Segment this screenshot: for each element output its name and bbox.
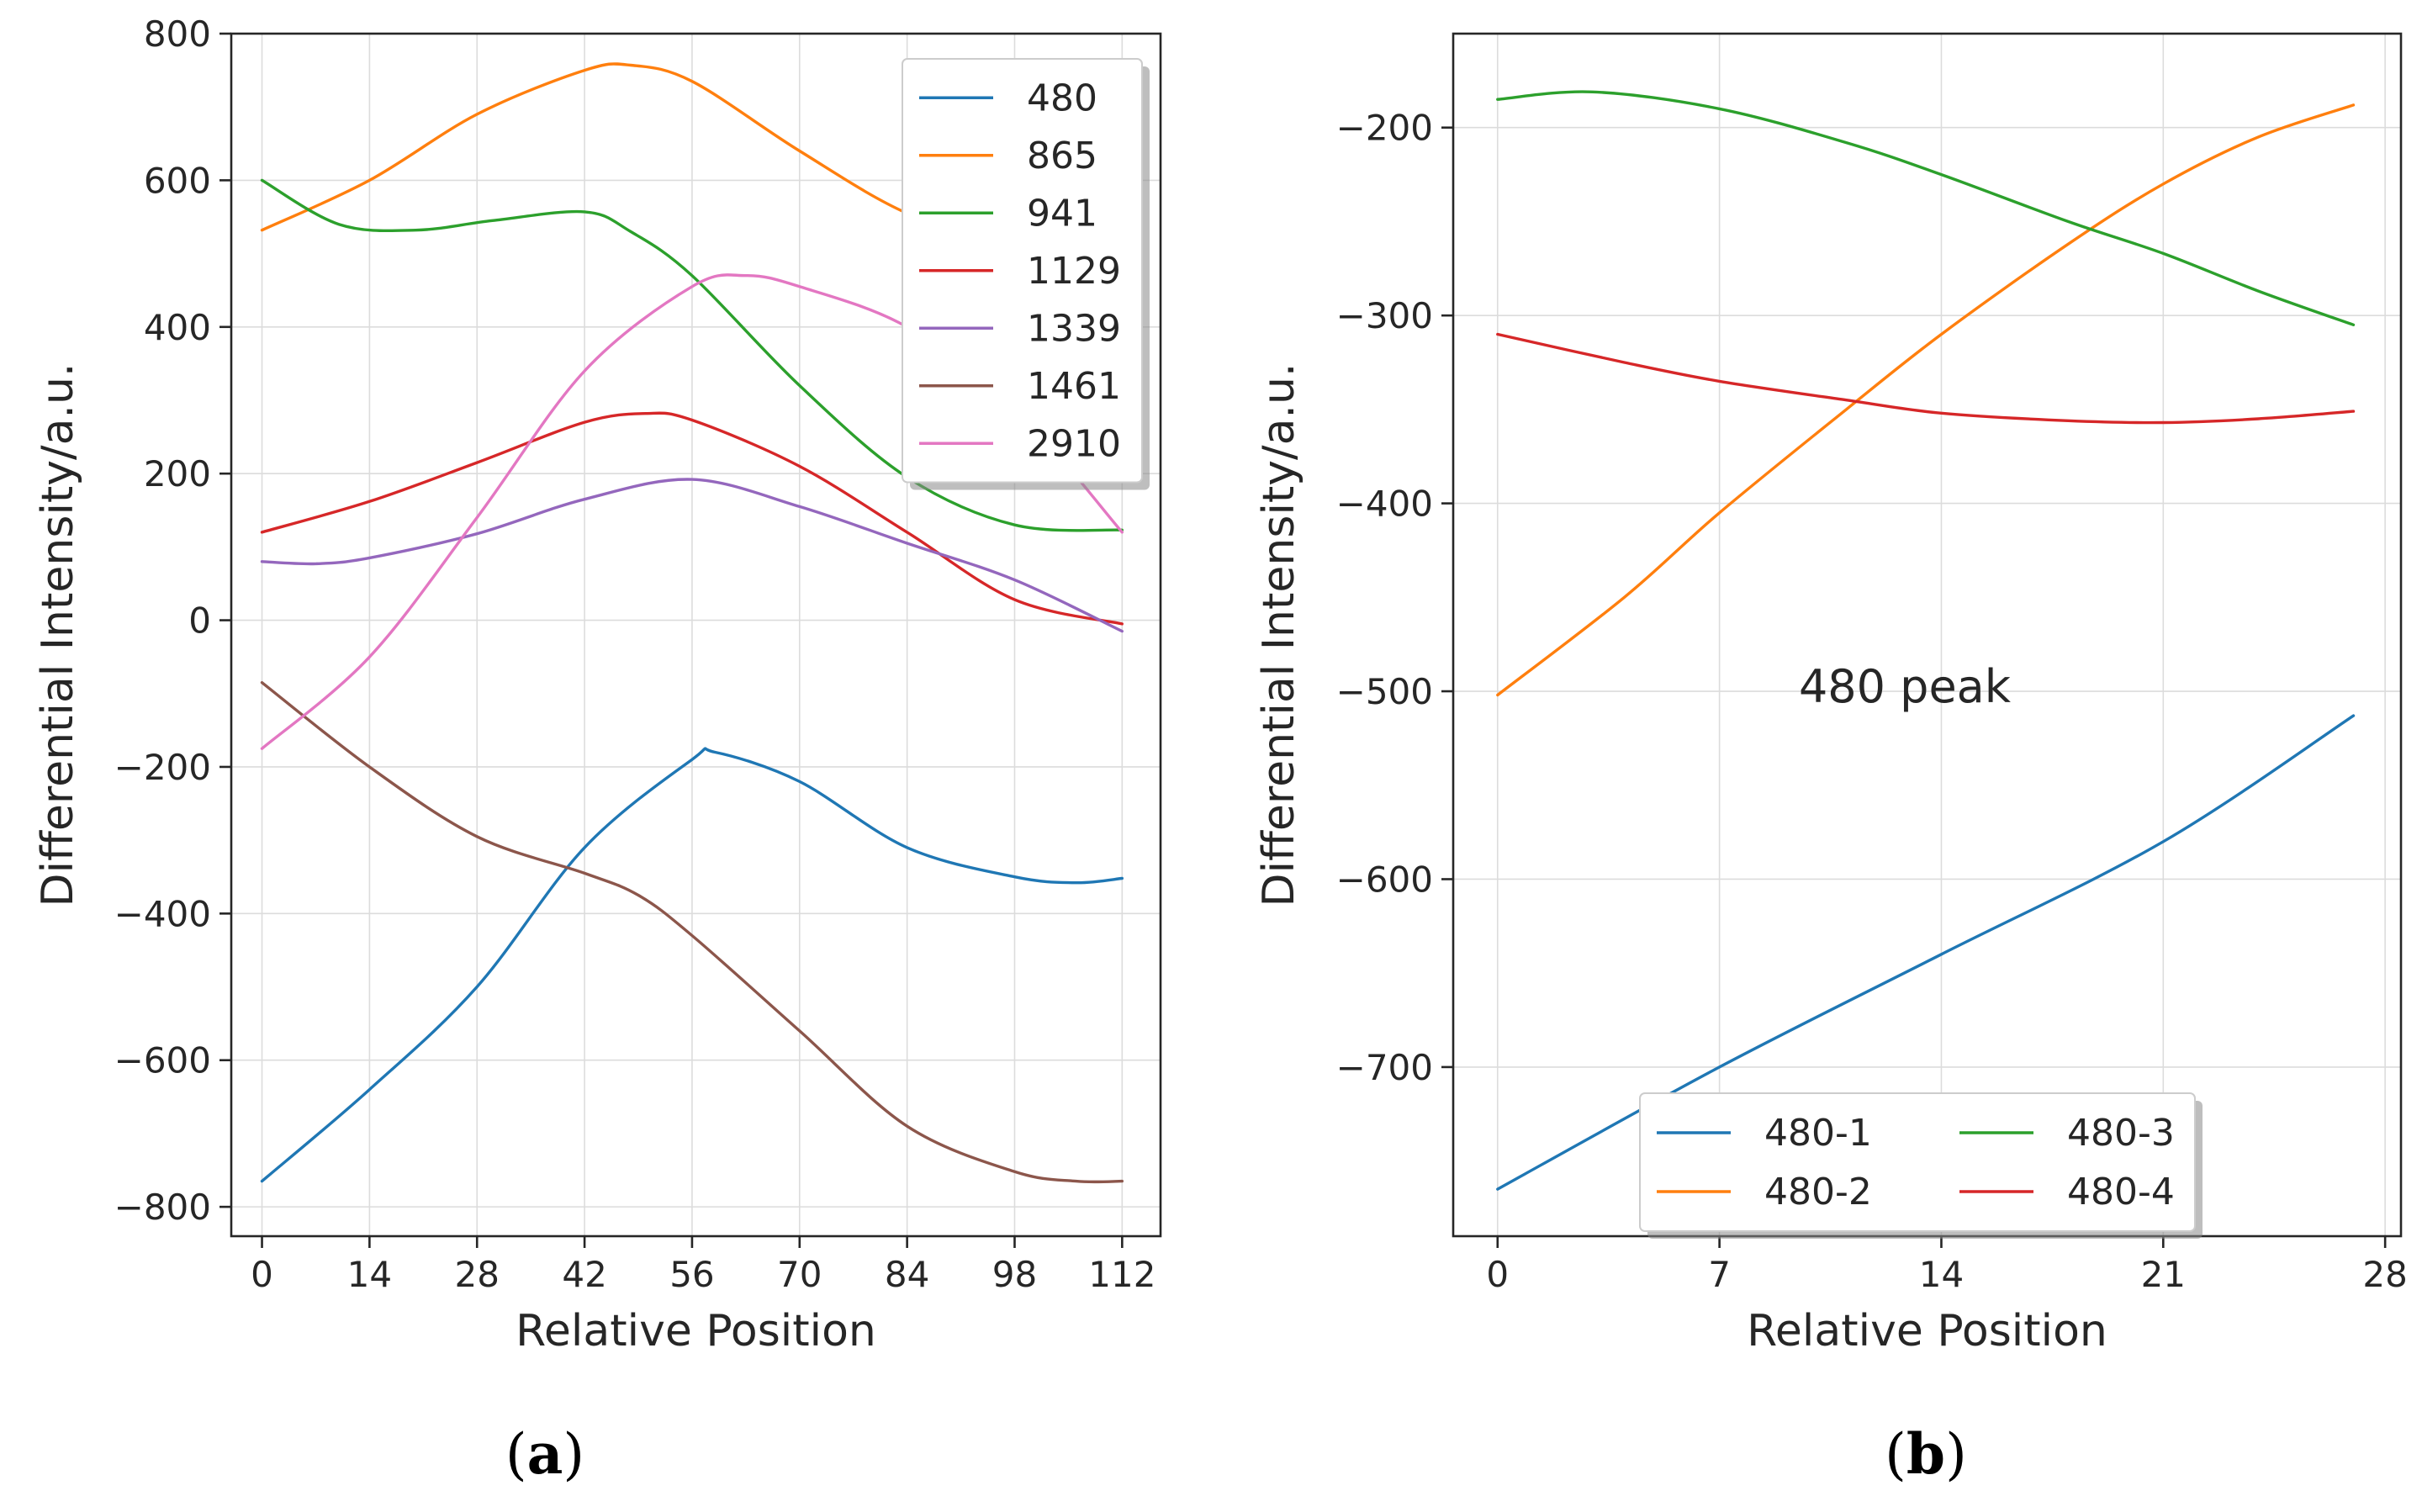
- y-tick-label: −500: [1336, 671, 1433, 712]
- y-tick-label: 0: [188, 600, 211, 642]
- annotation: 480 peak: [1799, 660, 2012, 713]
- y-tick-label: −400: [1336, 484, 1433, 525]
- chart-a: 0 14 28 42 56 70 84 98 112 −800 −600 −400 −200 0 200 40…: [33, 13, 1162, 1356]
- caption-b: (b): [1885, 1421, 1967, 1487]
- x-tick-label: 0: [1486, 1254, 1509, 1295]
- y-axis-label: Differential Intensity/a.u.: [33, 363, 83, 907]
- legend-label: 941: [1027, 192, 1097, 235]
- x-tick-label: 70: [777, 1254, 822, 1295]
- x-tick-label: 28: [455, 1254, 500, 1295]
- x-tick-label: 84: [885, 1254, 929, 1295]
- legend-box: [902, 58, 1143, 484]
- series-line-480: [260, 747, 1124, 1183]
- legend-label: 865: [1027, 135, 1097, 177]
- legend: 480 865 941 1129 1339 1461 2910: [902, 58, 1150, 490]
- y-axis-label: Differential Intensity/a.u.: [1254, 363, 1304, 907]
- series-line-1129: [260, 411, 1124, 626]
- series-line-480-2: [1496, 103, 2356, 697]
- y-tick-label: −600: [1336, 859, 1433, 900]
- x-tick-label: 98: [992, 1254, 1037, 1295]
- y-tick-label: 800: [144, 13, 211, 55]
- y-tick-label: −300: [1336, 295, 1433, 336]
- x-axis-label: Relative Position: [1747, 1306, 2107, 1356]
- x-tick-label: 42: [562, 1254, 606, 1295]
- x-tick-label: 21: [2141, 1254, 2186, 1295]
- chart-b: 0 7 14 21 28 −700 −600 −500 −400 −300 −200 Relative…: [1254, 32, 2408, 1356]
- y-tick-label: −400: [114, 893, 211, 934]
- caption-a: (a): [505, 1421, 584, 1487]
- y-tick-label: −800: [114, 1187, 211, 1228]
- legend: 480-1 480-2 480-3 480-4: [1639, 1092, 2203, 1239]
- legend-label: 480: [1027, 77, 1097, 119]
- legend-label: 480-3: [2067, 1112, 2175, 1155]
- y-tick-label: −200: [114, 747, 211, 788]
- x-tick-label: 14: [1919, 1254, 1964, 1295]
- x-tick-label: 7: [1708, 1254, 1731, 1295]
- y-tick-label: 400: [144, 307, 211, 348]
- x-tick-label: 28: [2362, 1254, 2407, 1295]
- x-tick-label: 14: [347, 1254, 392, 1295]
- x-axis-label: Relative Position: [516, 1306, 876, 1356]
- y-tick-label: 200: [144, 453, 211, 494]
- series-line-1339: [260, 478, 1124, 633]
- y-tick-label: −700: [1336, 1047, 1433, 1088]
- series-line-480-4: [1496, 332, 2356, 425]
- y-tick-label: −200: [1336, 108, 1433, 149]
- legend-label: 480-4: [2067, 1171, 2175, 1213]
- x-tick-label: 112: [1088, 1254, 1155, 1295]
- series-line-480-3: [1496, 90, 2356, 326]
- series-line-1461: [260, 681, 1124, 1184]
- legend-label: 480-1: [1764, 1112, 1872, 1155]
- plot-frame: [230, 32, 1162, 1238]
- legend-label: 1461: [1027, 365, 1121, 408]
- y-tick-label: −600: [114, 1040, 211, 1081]
- legend-label: 1339: [1027, 307, 1121, 350]
- x-tick-label: 0: [251, 1254, 273, 1295]
- plot-frame: [1452, 32, 2403, 1238]
- y-tick-label: 600: [144, 160, 211, 201]
- legend-label: 1129: [1027, 250, 1121, 293]
- series-line-941: [260, 178, 1124, 532]
- legend-label: 2910: [1027, 422, 1121, 465]
- legend-box: [1639, 1092, 2196, 1232]
- legend-label: 480-2: [1764, 1171, 1872, 1213]
- x-tick-label: 56: [669, 1254, 714, 1295]
